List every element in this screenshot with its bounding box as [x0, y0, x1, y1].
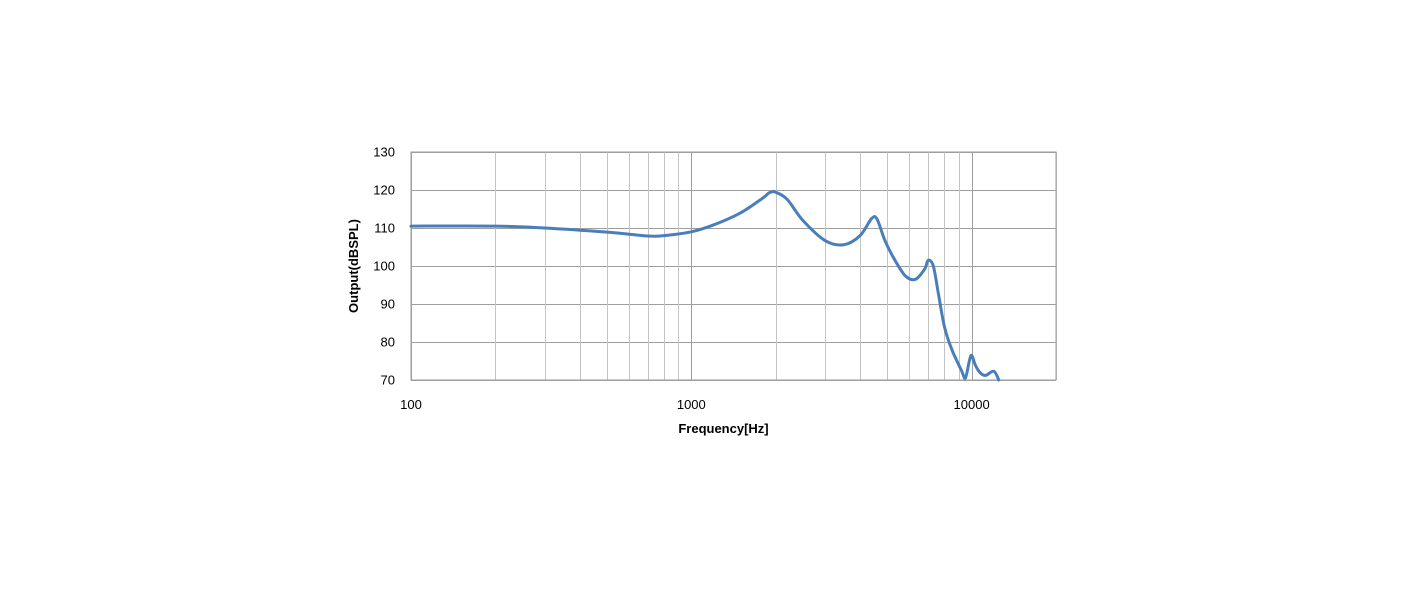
y-tick-label: 90 [381, 297, 395, 312]
y-tick-label: 70 [381, 373, 395, 388]
plot-grid [411, 152, 1057, 381]
plot-area [410, 151, 1057, 381]
y-axis-title: Output(dBSPL) [346, 219, 361, 313]
x-tick-label: 10000 [954, 397, 990, 412]
y-tick-label: 80 [381, 335, 395, 350]
y-tick-label: 130 [373, 145, 395, 160]
x-tick-label: 1000 [677, 397, 706, 412]
y-axis-ticks: 70 80 90 100 110 120 130 [373, 145, 395, 388]
y-tick-label: 110 [374, 221, 395, 236]
x-axis-title: Frequency[Hz] [678, 421, 768, 436]
x-axis-ticks: 100 1000 10000 [400, 397, 990, 412]
series-line [409, 190, 1001, 382]
y-tick-label: 120 [373, 183, 395, 198]
x-tick-label: 100 [400, 397, 422, 412]
y-tick-label: 100 [373, 259, 395, 274]
